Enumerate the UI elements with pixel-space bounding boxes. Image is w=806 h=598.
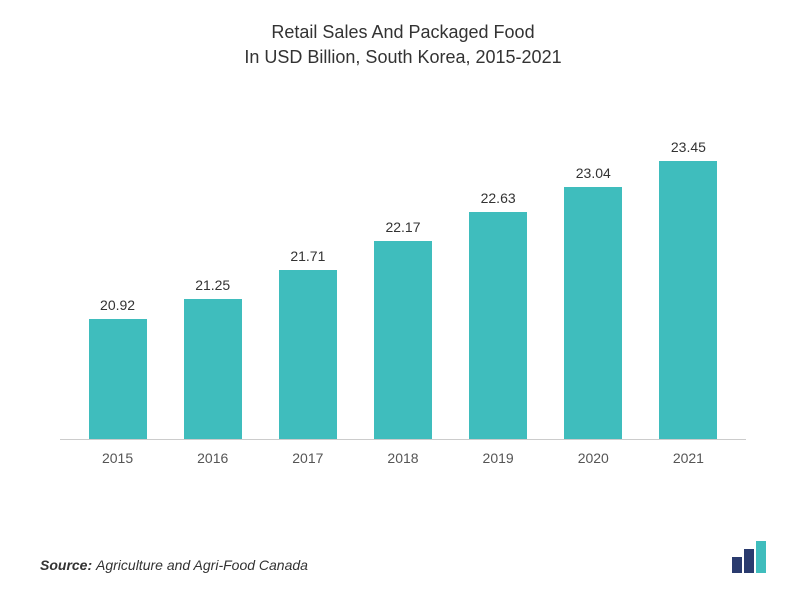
bar-value-label: 21.71 [290, 248, 325, 264]
x-axis-label: 2017 [268, 450, 347, 466]
source-text: Agriculture and Agri-Food Canada [96, 557, 308, 573]
x-axis-label: 2021 [649, 450, 728, 466]
chart-title: Retail Sales And Packaged Food In USD Bi… [40, 20, 766, 70]
bar-value-label: 20.92 [100, 297, 135, 313]
logo-bar-icon [732, 557, 742, 573]
source-label: Source: [40, 557, 92, 573]
logo-bar-icon [756, 541, 766, 573]
bar-group: 22.17 [363, 219, 442, 439]
bar-value-label: 21.25 [195, 277, 230, 293]
bar-group: 20.92 [78, 297, 157, 439]
footer: Source: Agriculture and Agri-Food Canada [40, 541, 766, 573]
x-axis-labels: 2015 2016 2017 2018 2019 2020 2021 [60, 440, 746, 466]
source-citation: Source: Agriculture and Agri-Food Canada [40, 557, 308, 573]
bar [659, 161, 717, 439]
bar [184, 299, 242, 440]
x-axis-label: 2016 [173, 450, 252, 466]
bar-value-label: 23.45 [671, 139, 706, 155]
bar-value-label: 22.17 [385, 219, 420, 235]
logo-bar-icon [744, 549, 754, 573]
title-line-2: In USD Billion, South Korea, 2015-2021 [40, 45, 766, 70]
x-axis-label: 2020 [554, 450, 633, 466]
x-axis-label: 2019 [459, 450, 538, 466]
bar [469, 212, 527, 439]
bar-value-label: 23.04 [576, 165, 611, 181]
x-axis-label: 2018 [363, 450, 442, 466]
bar [564, 187, 622, 440]
brand-logo [732, 541, 766, 573]
bar-group: 23.04 [554, 165, 633, 440]
title-line-1: Retail Sales And Packaged Food [40, 20, 766, 45]
chart-area: 20.92 21.25 21.71 22.17 22.63 23.04 23.45 2015… [60, 100, 746, 480]
bar-group: 21.71 [268, 248, 347, 440]
bar-group: 23.45 [649, 139, 728, 439]
bar [374, 241, 432, 439]
x-axis-label: 2015 [78, 450, 157, 466]
bar-group: 22.63 [459, 190, 538, 439]
bars-container: 20.92 21.25 21.71 22.17 22.63 23.04 23.45 [60, 100, 746, 440]
bar [279, 270, 337, 440]
bar-value-label: 22.63 [481, 190, 516, 206]
bar-group: 21.25 [173, 277, 252, 440]
bar [89, 319, 147, 439]
